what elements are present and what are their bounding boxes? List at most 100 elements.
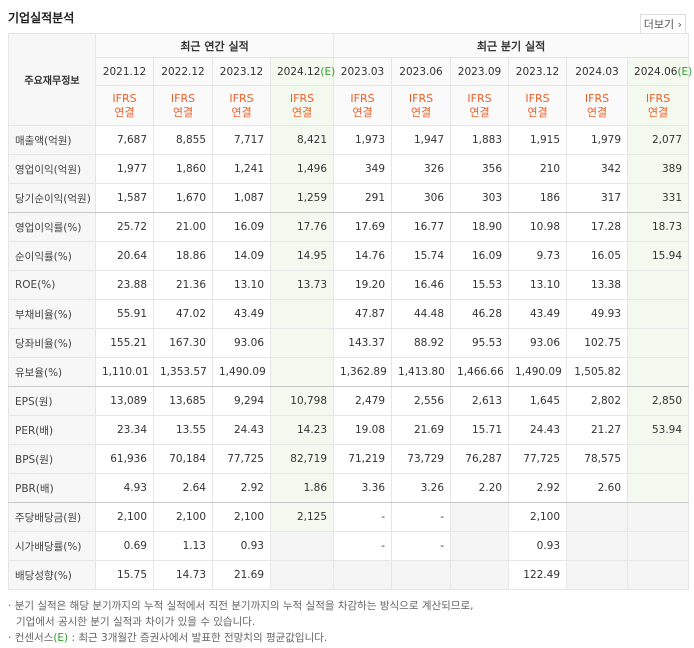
value-cell: 82,719 xyxy=(269,444,335,474)
value-cell: 24.43 xyxy=(508,415,568,445)
value-cell: 2,802 xyxy=(566,386,629,416)
period: 2024.06 xyxy=(634,65,678,78)
value-cell: 122.49 xyxy=(508,560,568,590)
value-cell: 167.30 xyxy=(153,328,213,358)
row-label: 주당배당금(원) xyxy=(8,502,96,532)
scope: 연결 xyxy=(527,105,548,119)
value-cell: 1,353.57 xyxy=(153,357,213,387)
period-header: 2023.06 xyxy=(391,57,452,86)
value-cell: 2.60 xyxy=(566,473,629,503)
value-cell xyxy=(450,502,510,532)
more-link[interactable]: 더보기 › xyxy=(639,14,686,34)
value-cell: 356 xyxy=(450,154,510,184)
value-cell xyxy=(269,531,335,561)
value-cell: 16.09 xyxy=(450,241,510,271)
value-cell: 10.98 xyxy=(508,212,568,242)
period: 2023.06 xyxy=(399,65,443,78)
value-cell: 13.38 xyxy=(566,270,629,300)
section-title: 기업실적분석 xyxy=(8,11,75,25)
value-cell: 18.86 xyxy=(153,241,213,271)
value-cell: 2,850 xyxy=(627,386,690,416)
value-cell xyxy=(627,473,690,503)
value-cell: 1,490.09 xyxy=(508,357,568,387)
value-cell xyxy=(627,328,690,358)
data-row: BPS(원) 61,936 70,184 77,725 82,719 71,219 73,7… xyxy=(8,444,690,474)
value-cell: 3.26 xyxy=(391,473,452,503)
value-cell: 76,287 xyxy=(450,444,510,474)
row-label: 배당성향(%) xyxy=(8,560,96,590)
value-cell: 24.43 xyxy=(212,415,271,445)
basis: IFRS xyxy=(229,91,254,105)
value-cell xyxy=(269,328,335,358)
value-cell: 2,125 xyxy=(269,502,335,532)
basis: IFRS xyxy=(408,91,434,105)
basis-header: IFRS 연결 xyxy=(508,85,568,126)
scope: 연결 xyxy=(469,105,490,119)
value-cell: 71,219 xyxy=(333,444,393,474)
basis-header: IFRS 연결 xyxy=(212,85,271,126)
period: 2023.12 xyxy=(219,65,264,78)
data-row: 영업이익률(%) 25.72 21.00 16.09 17.76 17.69 16.77 18… xyxy=(8,212,690,242)
data-row: 부채비율(%) 55.91 47.02 43.49 47.87 44.48 46.28 43.… xyxy=(8,299,690,329)
row-label: 영업이익(억원) xyxy=(8,154,96,184)
value-cell: 210 xyxy=(508,154,568,184)
value-cell: 4.93 xyxy=(95,473,154,503)
value-cell xyxy=(627,560,690,590)
value-cell: 1,670 xyxy=(153,183,213,213)
value-cell: 7,717 xyxy=(212,125,271,155)
row-label: 매출액(억원) xyxy=(8,125,96,155)
period-header: 2023.09 xyxy=(450,57,510,86)
value-cell: 2,100 xyxy=(95,502,154,532)
value-cell: 349 xyxy=(333,154,393,184)
basis: IFRS xyxy=(289,91,315,105)
data-row: PBR(배) 4.93 2.64 2.92 1.86 3.36 3.26 2.20 2.92 2.… xyxy=(8,473,690,503)
basis-row: IFRS 연결 IFRS 연결 IFRS 연결 IFRS 연결 IFRS 연결 IFRS 연결 IFRS… xyxy=(9,85,690,126)
more-text[interactable]: 더보기 xyxy=(643,18,675,31)
value-cell: 1,587 xyxy=(95,183,154,213)
period-header: 2022.12 xyxy=(153,57,213,86)
value-cell: 1,087 xyxy=(212,183,271,213)
value-cell: 14.95 xyxy=(269,241,335,271)
basis: IFRS xyxy=(170,91,196,105)
data-row: 주당배당금(원) 2,100 2,100 2,100 2,125- -2,100 xyxy=(8,502,690,532)
basis-header: IFRS 연결 xyxy=(333,85,393,126)
row-label: PBR(배) xyxy=(8,473,96,503)
basis-header: IFRS 연결 xyxy=(95,85,154,126)
value-cell: 2,100 xyxy=(212,502,271,532)
value-cell: 13.73 xyxy=(269,270,335,300)
value-cell xyxy=(269,299,335,329)
header-row: 주요재무정보 최근 연간 실적 최근 분기 실적 xyxy=(8,33,690,126)
value-cell: 1,466.66 xyxy=(450,357,510,387)
value-cell: 20.64 xyxy=(95,241,154,271)
value-cell xyxy=(333,560,393,590)
value-cell: 8,855 xyxy=(153,125,213,155)
value-cell: 15.53 xyxy=(450,270,510,300)
scope: 연결 xyxy=(352,105,373,119)
value-cell: 1,883 xyxy=(450,125,510,155)
value-cell: 43.49 xyxy=(212,299,271,329)
value-cell: 19.08 xyxy=(333,415,393,445)
note-line: · 컨센서스(E) : 최근 3개월간 증권사에서 발표한 전망치의 평균값입니… xyxy=(8,632,328,644)
basis-header: IFRS 연결 xyxy=(269,85,335,126)
value-cell: 342 xyxy=(566,154,629,184)
value-cell: 14.09 xyxy=(212,241,271,271)
period-header: 2024.12(E) xyxy=(269,57,336,86)
value-cell: 15.75 xyxy=(95,560,154,590)
value-cell: 7,687 xyxy=(95,125,154,155)
corner-cell: 주요재무정보 xyxy=(8,33,96,126)
value-cell: 15.71 xyxy=(450,415,510,445)
value-cell: 1,241 xyxy=(212,154,271,184)
note-text: 컨센서스 xyxy=(14,632,54,644)
value-cell: 21.00 xyxy=(153,212,213,242)
value-cell: 70,184 xyxy=(153,444,213,474)
value-cell xyxy=(627,502,690,532)
value-cell: 303 xyxy=(450,183,510,213)
value-cell: 77,725 xyxy=(212,444,271,474)
row-label: 당좌비율(%) xyxy=(8,328,96,358)
basis: IFRS xyxy=(584,91,610,105)
value-cell: 21.27 xyxy=(566,415,629,445)
estimate-mark: (E) xyxy=(320,65,336,78)
value-cell: 78,575 xyxy=(566,444,629,474)
value-cell: 0.69 xyxy=(95,531,154,561)
